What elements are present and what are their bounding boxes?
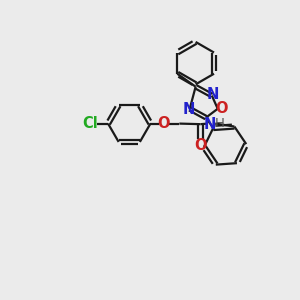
Text: O: O xyxy=(194,138,207,153)
Text: N: N xyxy=(206,87,219,102)
Text: O: O xyxy=(157,116,169,131)
Text: O: O xyxy=(216,101,228,116)
Text: N: N xyxy=(183,103,195,118)
Text: H: H xyxy=(215,117,225,130)
Text: N: N xyxy=(204,117,216,132)
Text: Cl: Cl xyxy=(82,116,98,131)
